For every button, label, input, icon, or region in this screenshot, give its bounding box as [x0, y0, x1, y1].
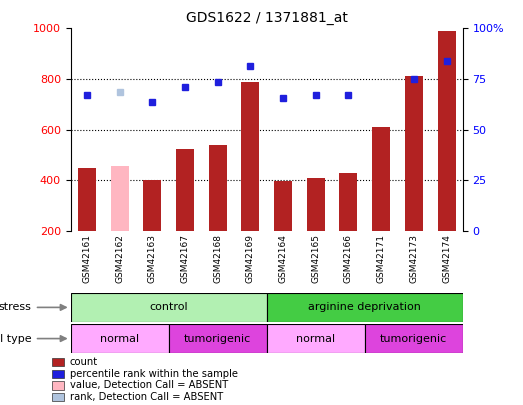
Bar	[52, 358, 64, 367]
Title: GDS1622 / 1371881_at: GDS1622 / 1371881_at	[186, 11, 348, 25]
Bar	[242, 81, 259, 231]
Bar	[438, 31, 456, 231]
Text: GSM42165: GSM42165	[311, 234, 320, 283]
Text: GSM42161: GSM42161	[83, 234, 92, 283]
Bar	[372, 127, 390, 231]
Text: GSM42174: GSM42174	[442, 234, 451, 283]
Text: tumorigenic: tumorigenic	[380, 334, 448, 343]
Bar	[307, 178, 325, 231]
Bar	[168, 324, 267, 353]
Bar	[52, 370, 64, 378]
Text: normal: normal	[100, 334, 139, 343]
Text: control: control	[150, 303, 188, 312]
Text: GSM42173: GSM42173	[410, 234, 418, 283]
Text: GSM42168: GSM42168	[213, 234, 222, 283]
Bar	[176, 149, 194, 231]
Text: GSM42164: GSM42164	[279, 234, 288, 283]
Text: GSM42163: GSM42163	[148, 234, 157, 283]
Bar	[143, 180, 161, 231]
Text: GSM42166: GSM42166	[344, 234, 353, 283]
Text: stress: stress	[0, 303, 31, 312]
Text: GSM42167: GSM42167	[180, 234, 189, 283]
Text: normal: normal	[296, 334, 335, 343]
Bar	[52, 393, 64, 401]
Bar	[71, 293, 267, 322]
Text: GSM42169: GSM42169	[246, 234, 255, 283]
Text: GSM42162: GSM42162	[115, 234, 124, 283]
Bar	[78, 168, 96, 231]
Text: GSM42171: GSM42171	[377, 234, 385, 283]
Bar	[267, 324, 365, 353]
Bar	[274, 181, 292, 231]
Text: rank, Detection Call = ABSENT: rank, Detection Call = ABSENT	[70, 392, 223, 402]
Text: count: count	[70, 357, 98, 367]
Text: cell type: cell type	[0, 334, 31, 343]
Bar	[71, 324, 168, 353]
Bar	[365, 324, 463, 353]
Text: tumorigenic: tumorigenic	[184, 334, 252, 343]
Bar	[111, 166, 129, 231]
Bar	[267, 293, 463, 322]
Bar	[339, 173, 357, 231]
Bar	[405, 77, 423, 231]
Text: value, Detection Call = ABSENT: value, Detection Call = ABSENT	[70, 380, 228, 390]
Bar	[52, 381, 64, 390]
Text: arginine deprivation: arginine deprivation	[309, 303, 421, 312]
Text: percentile rank within the sample: percentile rank within the sample	[70, 369, 238, 379]
Bar	[209, 145, 226, 231]
